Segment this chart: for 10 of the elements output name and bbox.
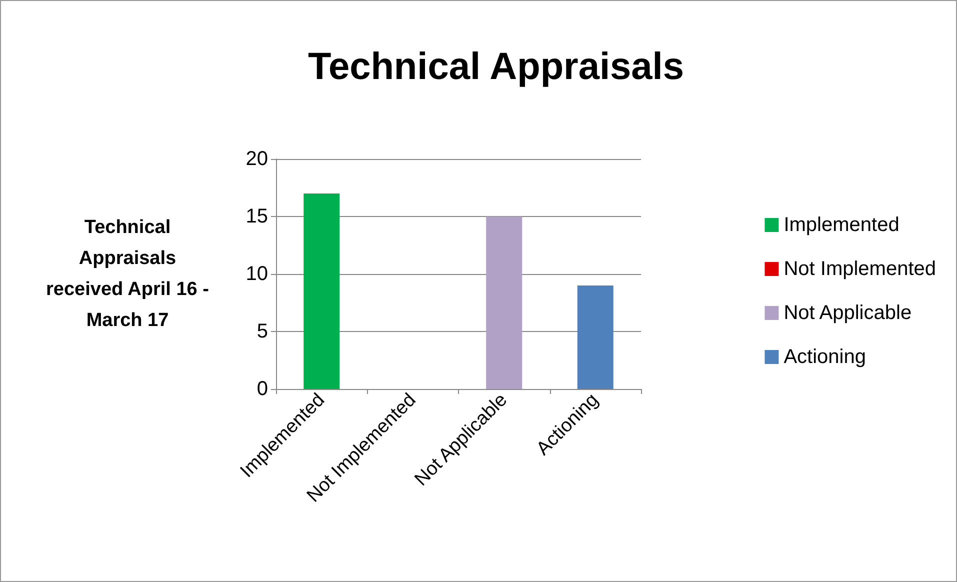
legend-label: Not Implemented [784, 258, 936, 280]
chart-title: Technical Appraisals [308, 46, 684, 88]
legend-label: Implemented [784, 214, 900, 236]
y-tick-label: 20 [246, 148, 268, 170]
y-tick-label: 15 [246, 206, 268, 228]
y-tick-label: 5 [256, 320, 268, 342]
legend-label: Not Applicable [784, 302, 912, 324]
y-tick-label: 10 [246, 263, 268, 285]
y-axis-title: Technical Appraisals received April 16 - March 17 [45, 216, 210, 333]
legend-label: Actioning [784, 346, 866, 368]
